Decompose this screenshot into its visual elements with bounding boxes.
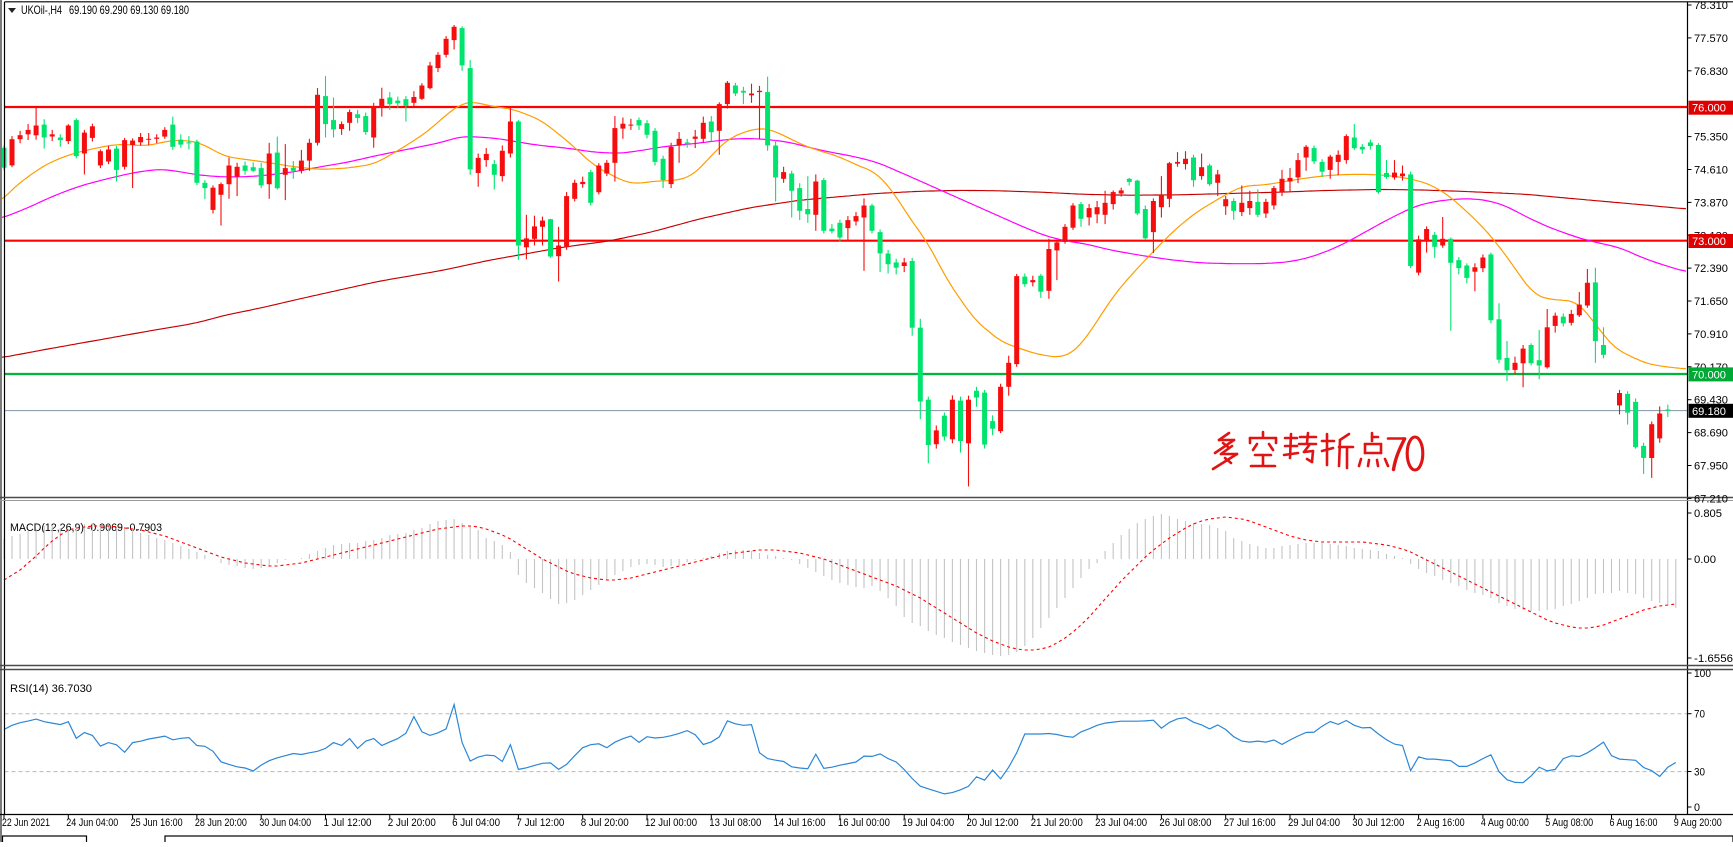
svg-text:12 Jul 00:00: 12 Jul 00:00 <box>645 817 697 829</box>
svg-text:27 Jul 16:00: 27 Jul 16:00 <box>1224 817 1276 829</box>
svg-text:67.950: 67.950 <box>1694 461 1728 473</box>
svg-text:8 Jul 20:00: 8 Jul 20:00 <box>581 817 629 829</box>
svg-text:100: 100 <box>1694 668 1711 680</box>
svg-text:6 Aug 16:00: 6 Aug 16:00 <box>1610 817 1658 829</box>
svg-text:69.180: 69.180 <box>1692 406 1726 418</box>
svg-text:0.805: 0.805 <box>1694 508 1722 520</box>
svg-text:67.210: 67.210 <box>1694 493 1728 505</box>
svg-text:19 Jul 04:00: 19 Jul 04:00 <box>902 817 954 829</box>
svg-text:78.310: 78.310 <box>1694 0 1728 12</box>
svg-text:26 Jul 08:00: 26 Jul 08:00 <box>1159 817 1211 829</box>
svg-text:30: 30 <box>1694 767 1705 779</box>
svg-text:13 Jul 08:00: 13 Jul 08:00 <box>709 817 761 829</box>
svg-text:70: 70 <box>1694 709 1705 721</box>
svg-text:73.000: 73.000 <box>1692 236 1726 248</box>
svg-text:76.000: 76.000 <box>1692 103 1726 115</box>
svg-text:7 Jul 12:00: 7 Jul 12:00 <box>516 817 564 829</box>
svg-text:2 Aug 16:00: 2 Aug 16:00 <box>1417 817 1465 829</box>
svg-text:69.190 69.290 69.130 69.180: 69.190 69.290 69.130 69.180 <box>69 3 189 17</box>
svg-text:1 Jul 12:00: 1 Jul 12:00 <box>324 817 372 829</box>
svg-text:75.350: 75.350 <box>1694 132 1728 144</box>
svg-text:73.870: 73.870 <box>1694 197 1728 209</box>
svg-text:77.570: 77.570 <box>1694 33 1728 45</box>
svg-text:MACD(12,26,9) -0.9069 -0.7903: MACD(12,26,9) -0.9069 -0.7903 <box>10 522 162 534</box>
svg-text:UKOil-,H4: UKOil-,H4 <box>21 3 62 17</box>
svg-text:21 Jul 20:00: 21 Jul 20:00 <box>1031 817 1083 829</box>
svg-text:5 Aug 08:00: 5 Aug 08:00 <box>1545 817 1593 829</box>
svg-text:29 Jul 04:00: 29 Jul 04:00 <box>1288 817 1340 829</box>
svg-text:30 Jun 04:00: 30 Jun 04:00 <box>259 817 311 829</box>
svg-text:24 Jun 04:00: 24 Jun 04:00 <box>66 817 118 829</box>
svg-text:4 Aug 00:00: 4 Aug 00:00 <box>1481 817 1529 829</box>
svg-text:0.00: 0.00 <box>1694 554 1716 566</box>
svg-text:72.390: 72.390 <box>1694 263 1728 275</box>
svg-text:20 Jul 12:00: 20 Jul 12:00 <box>967 817 1019 829</box>
svg-text:14 Jul 16:00: 14 Jul 16:00 <box>774 817 826 829</box>
svg-text:71.650: 71.650 <box>1694 296 1728 308</box>
svg-text:RSI(14) 36.7030: RSI(14) 36.7030 <box>10 683 92 695</box>
svg-text:23 Jul 04:00: 23 Jul 04:00 <box>1095 817 1147 829</box>
svg-text:0: 0 <box>1694 802 1700 814</box>
svg-text:70.910: 70.910 <box>1694 329 1728 341</box>
svg-text:2 Jul 20:00: 2 Jul 20:00 <box>388 817 436 829</box>
svg-text:70.000: 70.000 <box>1692 369 1726 381</box>
svg-text:25 Jun 16:00: 25 Jun 16:00 <box>131 817 183 829</box>
svg-text:6 Jul 04:00: 6 Jul 04:00 <box>452 817 500 829</box>
svg-text:9 Aug 20:00: 9 Aug 20:00 <box>1674 817 1722 829</box>
svg-text:-1.6556: -1.6556 <box>1694 653 1733 665</box>
svg-text:76.830: 76.830 <box>1694 66 1728 78</box>
svg-text:30 Jul 12:00: 30 Jul 12:00 <box>1352 817 1404 829</box>
svg-text:22 Jun 2021: 22 Jun 2021 <box>2 817 50 829</box>
svg-text:68.690: 68.690 <box>1694 428 1728 440</box>
svg-text:28 Jun 20:00: 28 Jun 20:00 <box>195 817 247 829</box>
svg-text:74.610: 74.610 <box>1694 165 1728 177</box>
svg-text:16 Jul 00:00: 16 Jul 00:00 <box>838 817 890 829</box>
